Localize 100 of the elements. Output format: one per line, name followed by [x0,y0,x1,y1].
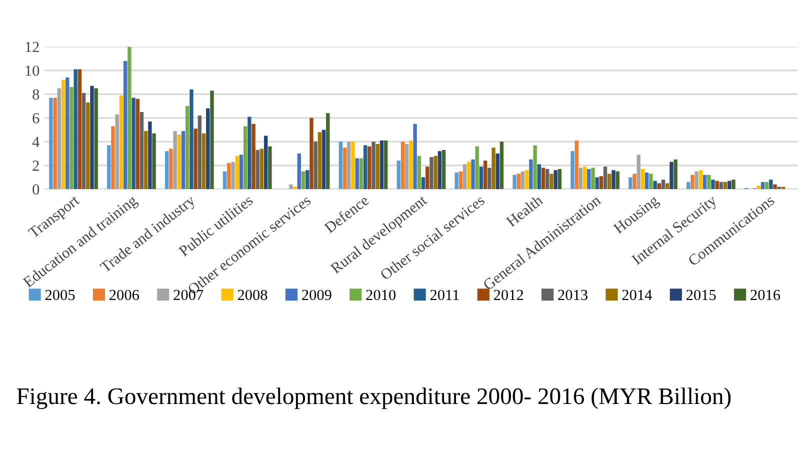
bar [384,140,388,190]
bar [123,60,128,190]
bar [670,162,674,190]
bar [202,133,206,190]
bar [599,176,604,190]
bar [483,160,488,190]
bar [404,144,409,190]
legend-label: 2013 [558,290,588,300]
bar [164,151,169,190]
bar [347,142,351,190]
bar [715,180,719,190]
bar [537,164,541,190]
bar [222,171,227,190]
bar [338,142,343,190]
bar [661,180,666,190]
y-tick-label: 4 [32,136,40,147]
bar [268,146,272,190]
bar [177,134,181,190]
bar [694,171,698,190]
bar [640,168,645,190]
bar [690,174,694,190]
bar [111,126,115,190]
bar [467,162,471,190]
bar [707,174,711,190]
legend-label: 2011 [430,290,459,300]
bar [107,145,111,190]
bar [574,140,578,190]
bar [326,113,330,190]
bar [363,145,368,190]
bar [616,171,620,190]
bar [115,114,119,190]
bar [728,180,732,190]
bar [711,180,715,190]
y-tick-label: 12 [26,42,39,52]
bar [90,86,94,190]
bar [595,177,599,190]
bar [454,172,458,190]
bar [533,145,537,190]
bar [430,157,434,190]
bar [181,130,186,190]
bar [70,87,74,190]
bar [628,177,632,190]
bar [471,159,475,190]
bar [603,166,608,190]
bar [666,183,670,190]
bar [520,171,525,190]
bar [136,98,140,190]
bar [512,174,516,190]
bar [173,130,177,190]
bar [227,163,231,190]
bar [243,126,248,190]
legend-label: 2008 [238,290,268,300]
bar [128,46,132,190]
bar [57,88,62,190]
bar [438,151,442,190]
bar [61,80,66,190]
bar [591,168,595,190]
bar [144,130,148,190]
bar [186,106,190,190]
bar [86,102,90,190]
bar [264,136,268,190]
bar [462,164,467,190]
bar [119,95,124,190]
y-tick-label: 0 [32,184,40,195]
bar [198,116,202,190]
y-tick-label: 6 [32,113,40,124]
bar [400,142,405,190]
bar [698,170,703,190]
bar [719,182,724,190]
bar [74,69,78,190]
bar [587,168,591,190]
bar [500,142,504,190]
bar [769,180,773,190]
legend-label: 2016 [750,290,780,300]
bar [492,148,496,190]
bar [570,151,574,190]
bar [413,124,417,190]
bar [252,124,256,190]
bar [554,170,558,190]
bar [53,98,57,190]
bar [475,146,479,190]
bar [653,180,657,190]
bar [376,144,380,190]
bar [732,180,736,190]
bar [368,146,372,190]
bar [496,154,500,190]
bar [169,148,173,190]
bar [546,168,550,190]
bar [442,150,446,190]
legend-label: 2014 [622,290,652,300]
bar [649,174,653,190]
bar [524,170,529,190]
bar [342,148,347,190]
bar [582,166,587,190]
bar [636,154,640,190]
bar [434,156,438,190]
bar [256,150,260,190]
bar [396,160,400,190]
bar [644,172,649,190]
bar [359,158,364,190]
